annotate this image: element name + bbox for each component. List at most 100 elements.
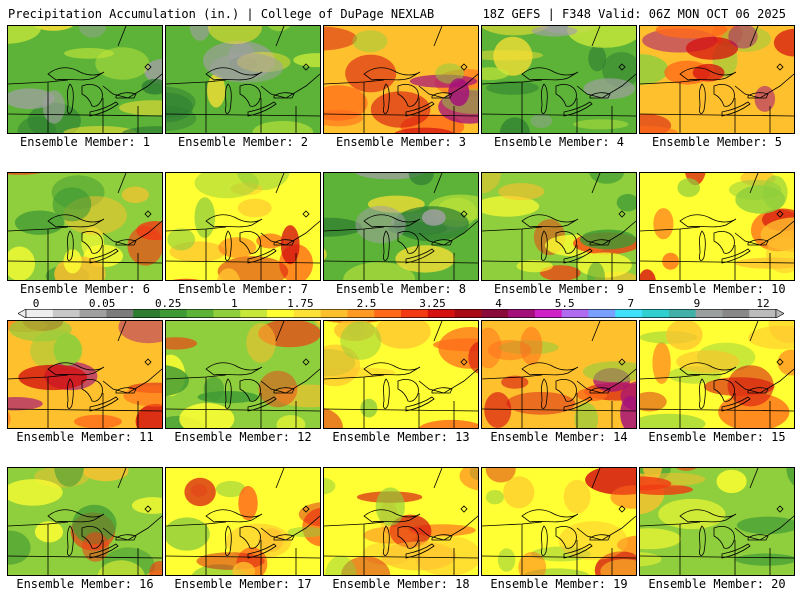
model-valid-time: 18Z GEFS | F348 Valid: 06Z MON OCT 06 20…: [482, 7, 786, 21]
precip-blob: [370, 91, 431, 128]
precip-blob: [506, 391, 576, 415]
map-boundaries: [166, 173, 320, 280]
boundary-line: [67, 230, 74, 261]
boundary-line: [247, 543, 277, 559]
colorbar-tick-label: 0.05: [88, 297, 116, 310]
precip-blob: [189, 26, 211, 41]
boundary-line: [275, 26, 285, 47]
precip-blob: [588, 45, 607, 72]
ensemble-member-map: [639, 172, 795, 281]
colorbar-swatch: [401, 309, 429, 318]
precip-blob: [616, 194, 636, 212]
colorbar-swatch: [668, 309, 696, 318]
site-marker: [302, 505, 310, 513]
precip-blob: [236, 173, 290, 191]
precip-blob: [448, 78, 470, 107]
precip-blob: [8, 479, 63, 506]
precip-blob: [276, 415, 306, 428]
precip-blob: [589, 173, 625, 184]
boundary-line: [383, 378, 390, 409]
boundary-line: [205, 362, 263, 376]
member-caption: Ensemble Member: 10: [648, 282, 786, 296]
chart-title: Precipitation Accumulation (in.) | Colle…: [8, 7, 435, 21]
boundary-line: [591, 173, 601, 194]
precip-blob: [728, 26, 758, 49]
boundary-line: [239, 84, 261, 107]
precip-blob: [482, 327, 502, 369]
map-boundaries: [482, 468, 636, 575]
precip-blob: [246, 322, 276, 363]
boundary-line: [555, 84, 577, 107]
boundary-line: [713, 526, 735, 549]
precip-blob: [640, 391, 667, 412]
colorbar-swatch: [159, 309, 188, 318]
member-caption: Ensemble Member: 13: [332, 430, 470, 444]
precip-blob: [653, 208, 674, 240]
precip-blob: [482, 26, 550, 36]
colorbar-swatch: [481, 309, 509, 318]
boundary-line: [89, 101, 119, 117]
boundary-line: [721, 248, 751, 264]
precip-blob: [341, 556, 391, 575]
boundary-line: [721, 543, 751, 559]
boundary-line: [205, 67, 263, 81]
boundary-line: [225, 525, 232, 556]
ensemble-member-map: [481, 467, 637, 576]
precip-blob: [573, 119, 629, 130]
colorbar-swatch: [534, 309, 563, 318]
colorbar-swatch: [695, 309, 723, 318]
precip-blob: [298, 502, 320, 527]
boundary-line: [47, 214, 105, 228]
precip-blob: [497, 548, 516, 572]
precip-blob: [727, 365, 774, 407]
precip-blob: [531, 26, 578, 37]
map-boundaries: [324, 468, 478, 575]
precip-blob: [676, 468, 697, 471]
site-marker: [302, 358, 310, 366]
boundary-line: [482, 226, 543, 232]
boundary-line: [405, 396, 435, 412]
member-caption: Ensemble Member: 1: [19, 135, 151, 149]
ensemble-member-map: [323, 320, 479, 429]
precip-blob: [518, 551, 547, 575]
precip-blob: [52, 187, 92, 222]
boundary-line: [563, 101, 593, 117]
precip-blob: [482, 195, 540, 217]
colorbar-tick-label: 2.5: [356, 297, 377, 310]
boundary-line: [363, 509, 421, 523]
boundary-line: [397, 231, 419, 254]
precip-field: [8, 26, 162, 133]
precip-blob: [523, 568, 590, 575]
precip-blob: [314, 321, 320, 328]
boundary-line: [166, 408, 320, 412]
precip-blob: [166, 517, 210, 551]
boundary-line: [747, 387, 769, 394]
boundary-line: [541, 525, 548, 556]
boundary-line: [324, 408, 478, 412]
precip-blob: [493, 36, 533, 76]
boundary-line: [89, 396, 119, 412]
precip-blob: [64, 48, 114, 59]
boundary-line: [324, 555, 478, 559]
boundary-line: [363, 214, 421, 228]
precip-blob: [352, 30, 388, 53]
map-boundaries: [324, 173, 478, 280]
boundary-line: [117, 468, 127, 489]
precip-blob: [166, 86, 196, 119]
precip-field: [640, 321, 794, 428]
precip-blob: [324, 217, 363, 237]
boundary-line: [247, 248, 277, 264]
map-boundaries: [482, 173, 636, 280]
boundary-line: [589, 239, 611, 246]
ensemble-member-map: [323, 25, 479, 134]
precip-blob: [677, 178, 700, 198]
boundary-line: [699, 230, 706, 261]
precip-field: [166, 468, 320, 575]
boundary-line: [749, 26, 759, 47]
boundary-line: [699, 525, 706, 556]
boundary-line: [640, 260, 794, 264]
boundary-line: [482, 113, 636, 117]
colorbar-swatch: [320, 309, 348, 318]
boundary-line: [713, 84, 735, 107]
precip-blob: [408, 173, 434, 186]
